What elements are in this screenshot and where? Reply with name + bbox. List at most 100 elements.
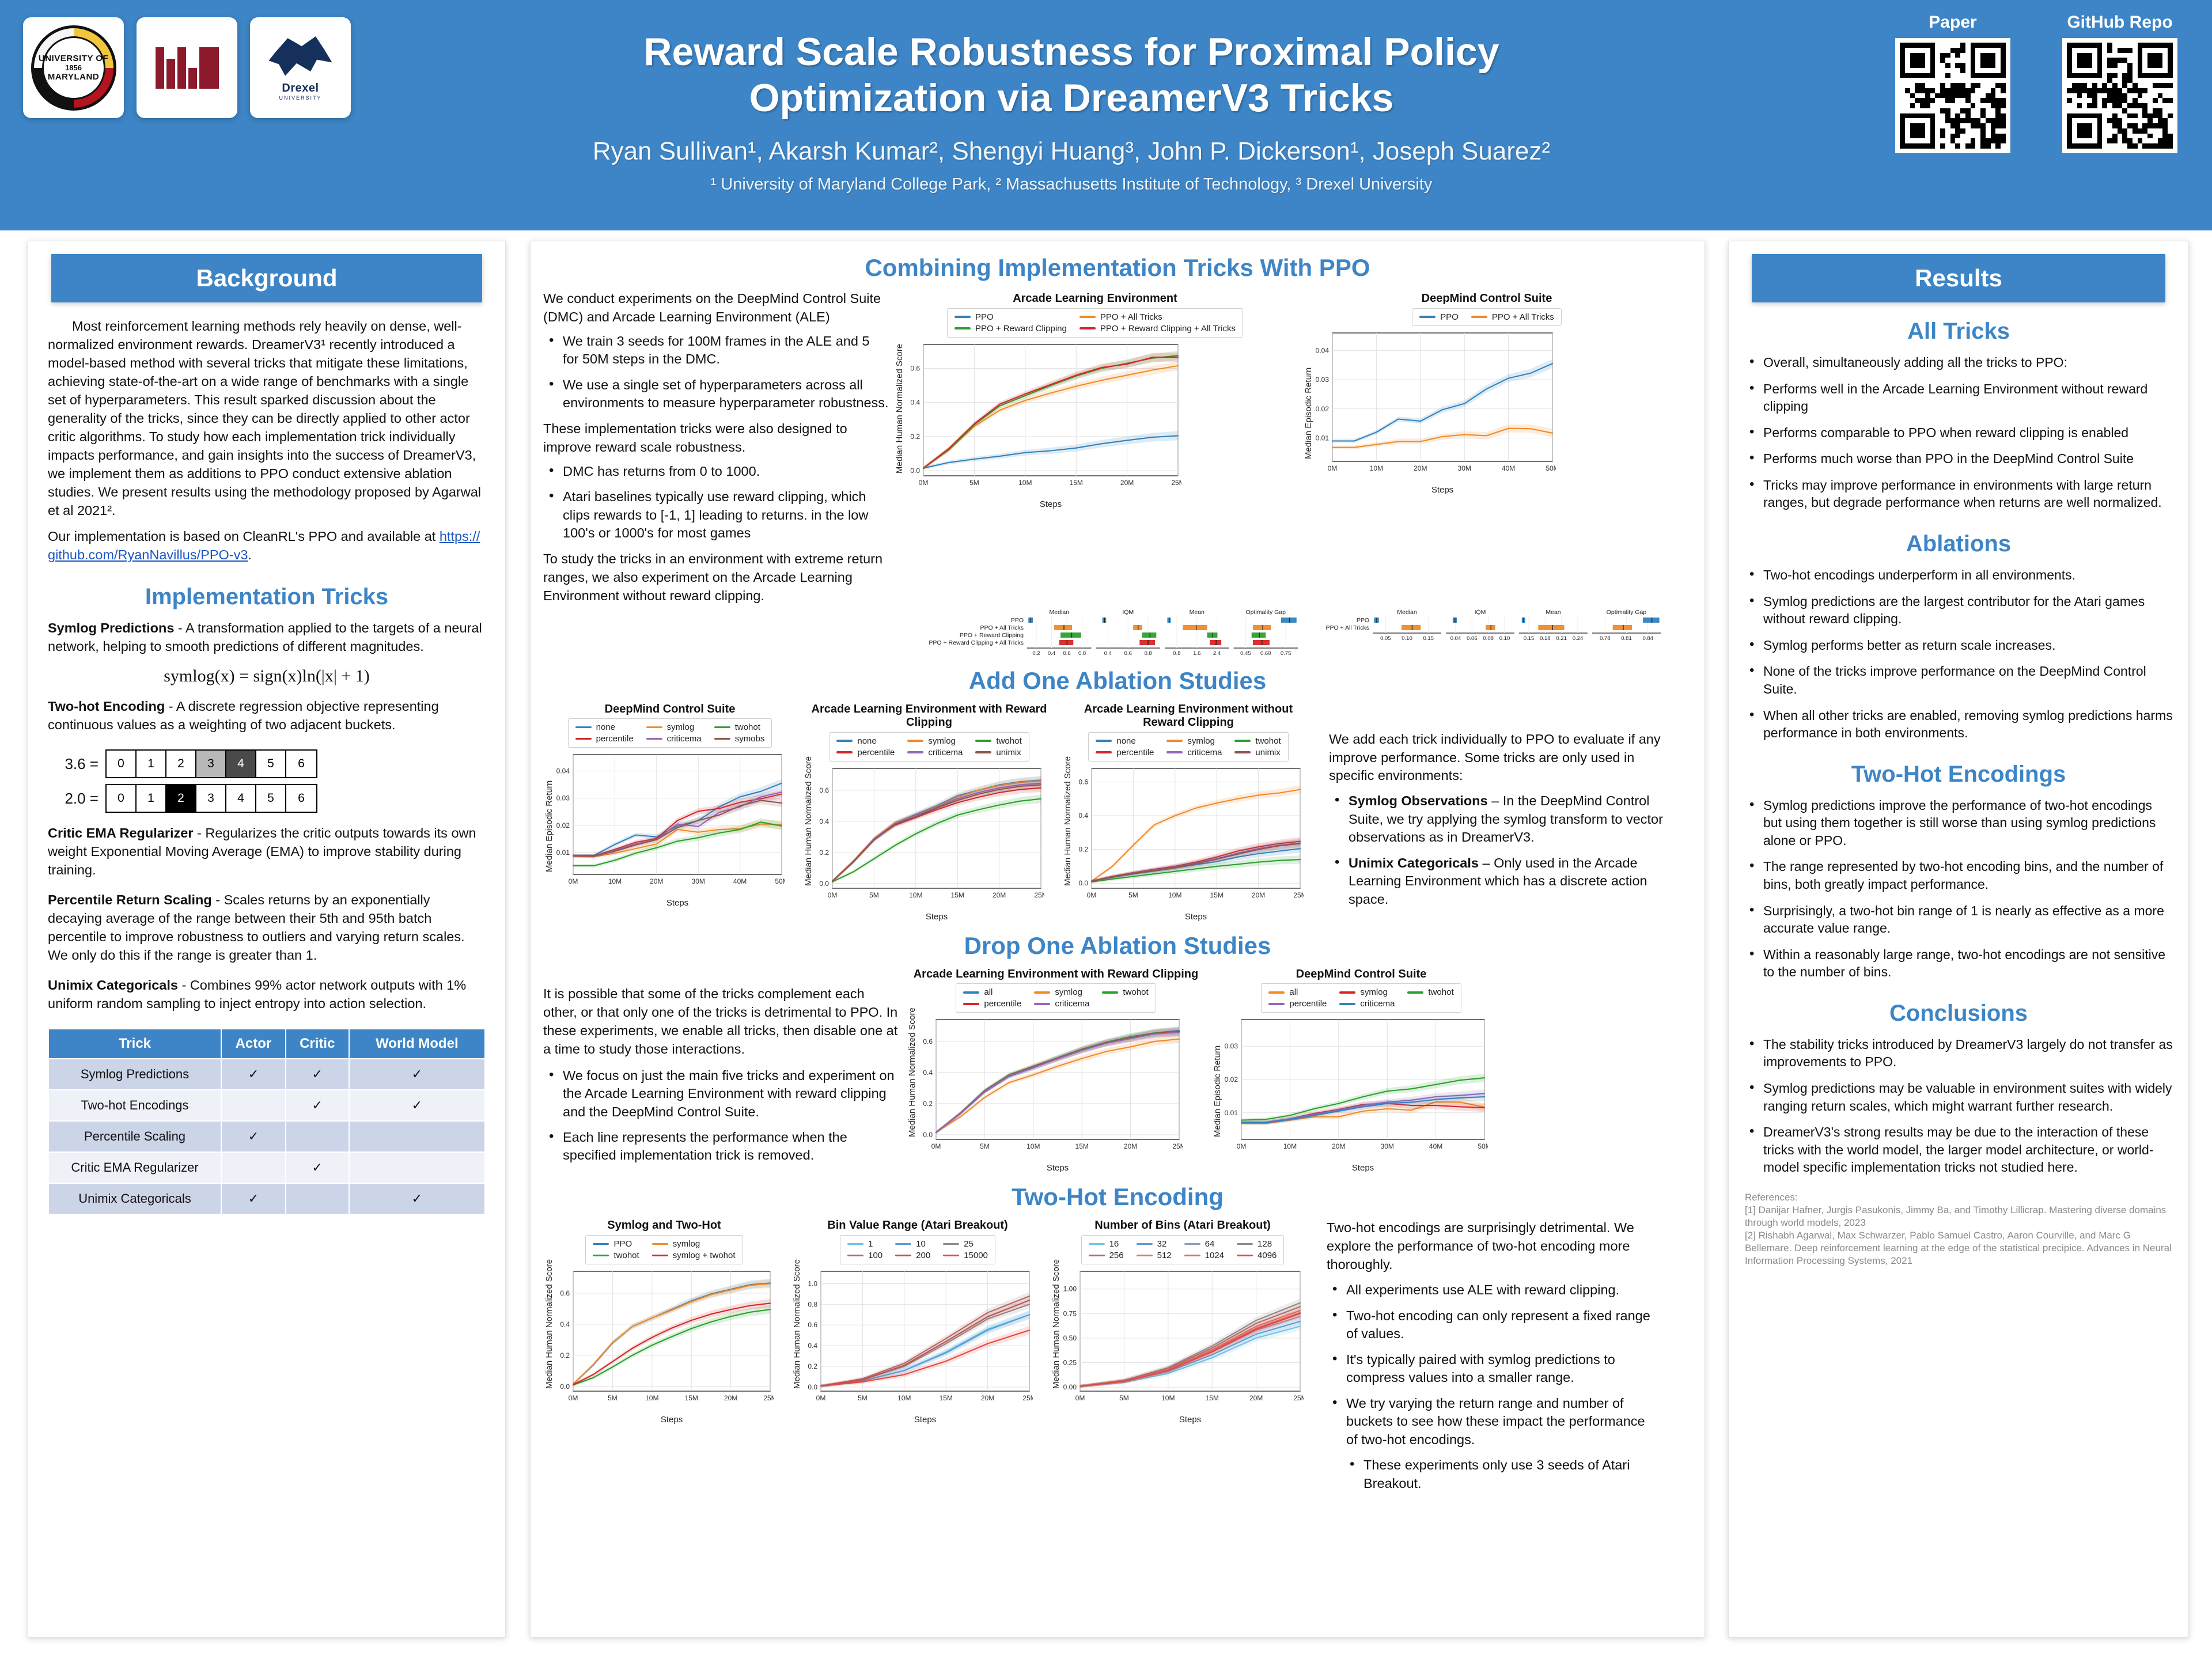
legend-item: twohot: [1407, 987, 1454, 997]
legend-item: symlog: [1034, 987, 1089, 997]
conclusions-heading: Conclusions: [1889, 1000, 2028, 1026]
svg-text:0.6: 0.6: [1078, 778, 1088, 786]
list-item: Each line represents the performance whe…: [543, 1127, 900, 1165]
svg-text:Median: Median: [1397, 609, 1417, 616]
legend-label: criticema: [666, 734, 702, 744]
bucket-cell: 6: [286, 751, 316, 778]
svg-text:25M: 25M: [1172, 1142, 1183, 1150]
plot-svg: 0M 5M 10M 15M 20M 25M 0.0 0.2 0.4 0.6: [923, 1019, 1186, 1150]
list-item: Unimix Categoricals – Only used in the A…: [1329, 853, 1678, 908]
plot-svg: 0M 5M 10M 15M 20M 25M 0.0 0.2 0.4 0.6: [560, 1271, 777, 1402]
x-axis-label: Steps: [1184, 911, 1207, 922]
svg-text:PPO + Reward Clipping + All Tr: PPO + Reward Clipping + All Tricks: [929, 639, 1024, 646]
svg-text:10M: 10M: [1027, 1142, 1040, 1150]
legend-label: 4096: [1257, 1250, 1277, 1260]
legend-item: percentile: [1096, 748, 1154, 757]
legend-swatch: [1088, 1254, 1105, 1257]
svg-text:0.60: 0.60: [1260, 650, 1271, 657]
svg-text:1.00: 1.00: [1063, 1285, 1077, 1293]
bucket-cell: 5: [256, 785, 286, 812]
legend-item: all: [963, 987, 1021, 997]
svg-text:0.4: 0.4: [808, 1342, 817, 1350]
right-column: Results All Tricks Overall, simultaneous…: [1728, 241, 2189, 1638]
bucket-row-3-6: 3.6 = 0 1 2 3 4 5 6: [49, 749, 505, 779]
plot-svg: 0M 5M 10M 15M 20M 25M 0.0 0.2 0.4 0.6: [910, 343, 1185, 487]
cell-critic: ✓: [285, 1152, 350, 1184]
x-axis-label: Steps: [1039, 499, 1062, 509]
combining-paragraph-2: These implementation tricks were also de…: [543, 421, 847, 454]
svg-text:Mean: Mean: [1546, 609, 1560, 616]
cell-critic: ✓: [285, 1058, 350, 1091]
cell-world-model: [348, 1152, 486, 1184]
table-row: Symlog Predictions ✓ ✓ ✓: [48, 1058, 486, 1091]
svg-text:0.78: 0.78: [1600, 635, 1611, 642]
legend-swatch: [1184, 1243, 1200, 1245]
svg-text:0.0: 0.0: [910, 467, 920, 475]
legend-swatch: [593, 1243, 609, 1245]
svg-text:0.4: 0.4: [560, 1320, 570, 1328]
paper-qr-item[interactable]: Paper: [1895, 13, 2010, 153]
chart-legend: PPO PPO + All Tricks PPO + Reward Clipping…: [947, 308, 1243, 338]
paper-qr-code[interactable]: [1895, 38, 2010, 153]
svg-text:1.0: 1.0: [808, 1279, 817, 1287]
svg-text:0.01: 0.01: [1316, 434, 1330, 442]
chart-title: Bin Value Range (Atari Breakout): [827, 1219, 1008, 1232]
legend-label: 128: [1257, 1238, 1272, 1249]
plot-svg: 0M 10M 20M 30M 40M 50M 0.01 0.02 0.03 0.04: [556, 754, 789, 885]
legend-swatch: [943, 1243, 960, 1245]
legend-swatch: [1079, 327, 1096, 329]
svg-text:0.04: 0.04: [1450, 635, 1461, 642]
twohot-text-block: Two-hot encodings are surprisingly detri…: [1321, 1219, 1655, 1500]
list-item: When all other tricks are enabled, remov…: [1744, 706, 2173, 742]
svg-text:0.4: 0.4: [910, 398, 920, 406]
legend-item: none: [836, 736, 895, 746]
svg-text:0.4: 0.4: [1104, 650, 1112, 657]
svg-text:0.6: 0.6: [1124, 650, 1132, 657]
legend-label: PPO: [1440, 312, 1459, 322]
table-row: Two-hot Encodings ✓ ✓: [48, 1089, 486, 1122]
legend-swatch: [836, 740, 853, 742]
trick-desc-unimix: - Combines 99% actor network outputs wit…: [48, 977, 467, 1011]
bucket-cell: 1: [137, 785, 166, 812]
poster-header: UNIVERSITY OF 1856 MARYLAND Drexel UNIVE…: [0, 0, 2212, 230]
legend-item: criticema: [1339, 999, 1395, 1009]
svg-text:0.04: 0.04: [556, 767, 570, 775]
trick-name-criticema: Critic EMA Regularizer: [48, 825, 194, 841]
legend-swatch: [895, 1254, 912, 1257]
chart-title: DeepMind Control Suite: [604, 702, 736, 715]
github-repo-qr-code[interactable]: [2062, 38, 2177, 153]
umd-logo-top: UNIVERSITY OF: [38, 53, 109, 63]
github-link[interactable]: https://github.com/RyanNavillus/PPO-v3: [48, 529, 480, 563]
legend-item: PPO + Reward Clipping: [955, 324, 1067, 334]
legend-swatch: [1096, 751, 1112, 753]
legend-swatch: [714, 726, 730, 729]
symlog-formula: symlog(x) = sign(x)ln(|x| + 1): [164, 666, 370, 686]
legend-label: PPO + All Tricks: [1100, 312, 1162, 322]
dropone-paragraph-1: It is possible that some of the tricks c…: [543, 986, 898, 1056]
trick-desc-symlog: - A transformation applied to the target…: [48, 620, 482, 654]
chart-ale-interval-estimates: PPO PPO + All Tricks PPO + Reward Clipping…: [895, 608, 1298, 660]
svg-text:0.6: 0.6: [808, 1321, 817, 1329]
list-item: Symlog performs better as return scale i…: [1744, 635, 2173, 654]
plot-svg: 0M 10M 20M 30M 40M 50M 0.01 0.02 0.03: [1225, 1019, 1491, 1150]
qr-code-group: Paper GitHub Repo: [1895, 13, 2177, 153]
svg-text:50M: 50M: [1478, 1142, 1488, 1150]
y-axis-label: Median Human Normalized Score: [895, 343, 904, 474]
legend-swatch: [575, 737, 592, 740]
table-row: Percentile Scaling ✓: [48, 1120, 486, 1153]
chart-dropone-ale-clip: Arcade Learning Environment with Reward …: [906, 968, 1206, 1173]
chart-legend: all symlog twohot percentile criticema: [1261, 983, 1461, 1013]
github-qr-item[interactable]: GitHub Repo: [2062, 13, 2177, 153]
legend-swatch: [1234, 740, 1251, 742]
legend-label: symobs: [734, 734, 765, 744]
list-item: Tricks may improve performance in enviro…: [1744, 475, 2173, 512]
cell-world-model: ✓: [348, 1089, 486, 1122]
bucket-strip-2-0: 0 1 2 3 4 5 6: [105, 784, 317, 813]
cell-actor: ✓: [221, 1183, 286, 1215]
svg-text:0.03: 0.03: [1225, 1043, 1238, 1051]
chart-addone-dmc: DeepMind Control Suite none symlog twohot p…: [543, 703, 797, 922]
legend-item: twohot: [1234, 736, 1281, 746]
svg-text:40M: 40M: [733, 877, 747, 885]
